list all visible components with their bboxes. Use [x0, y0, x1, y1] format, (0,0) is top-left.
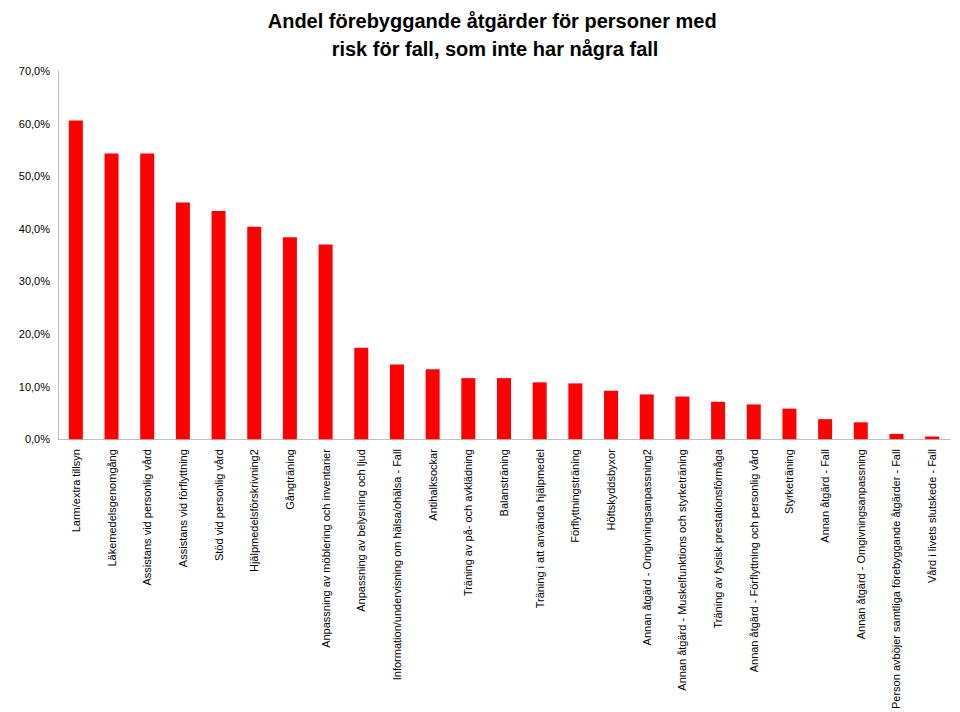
svg-text:0,0%: 0,0%	[25, 433, 50, 445]
svg-text:Träning i att använda hjälpmed: Träning i att använda hjälpmedel	[534, 449, 546, 608]
svg-text:Assistans vid förflyttning: Assistans vid förflyttning	[177, 449, 189, 567]
svg-text:Höftskyddsbyxor: Höftskyddsbyxor	[605, 449, 617, 531]
svg-text:Annan åtgärd - Fall: Annan åtgärd - Fall	[819, 449, 831, 543]
svg-text:Annan åtgärd - Muskelfunktions: Annan åtgärd - Muskelfunktions och styrk…	[676, 449, 688, 691]
svg-text:Annan åtgärd - Förflyttning oc: Annan åtgärd - Förflyttning och personli…	[748, 449, 760, 672]
svg-text:Andel förebyggande åtgärder fö: Andel förebyggande åtgärder för personer…	[268, 10, 723, 32]
svg-text:40,0%: 40,0%	[19, 223, 50, 235]
svg-text:Gångträning: Gångträning	[284, 449, 296, 510]
svg-text:Assistans vid personlig vård: Assistans vid personlig vård	[141, 449, 153, 585]
svg-text:Antihalksockar: Antihalksockar	[427, 449, 439, 521]
svg-text:Stöd vid personlig vård: Stöd vid personlig vård	[213, 449, 225, 561]
svg-text:Anpassning av möblering och in: Anpassning av möblering och inventarier	[320, 449, 332, 648]
svg-text:30,0%: 30,0%	[19, 275, 50, 287]
svg-text:Annan åtgärd - Omgivningsanpas: Annan åtgärd - Omgivningsanpassning2	[641, 449, 653, 645]
svg-text:Läkemedelsgenomgång: Läkemedelsgenomgång	[106, 449, 118, 566]
svg-text:70,0%: 70,0%	[19, 65, 50, 77]
svg-text:Förflyttningsträning: Förflyttningsträning	[569, 449, 581, 543]
svg-text:Anpassning av belysning och lj: Anpassning av belysning och ljud	[355, 449, 367, 612]
svg-text:Styrketräning: Styrketräning	[783, 449, 795, 514]
svg-text:50,0%: 50,0%	[19, 170, 50, 182]
svg-text:60,0%: 60,0%	[19, 118, 50, 130]
svg-text:Balansträning: Balansträning	[498, 449, 510, 516]
svg-text:Träning av på- och avklädning: Träning av på- och avklädning	[462, 449, 474, 596]
svg-text:20,0%: 20,0%	[19, 328, 50, 340]
svg-text:risk för fall, som inte har nå: risk för fall, som inte har några fall	[332, 38, 659, 60]
svg-text:Information/undervisning om hä: Information/undervisning om hälsa/ohälsa…	[391, 449, 403, 680]
svg-text:Träning av fysisk prestationsf: Träning av fysisk prestationsförmåga	[712, 448, 724, 628]
svg-text:Person avböjer samtliga föreby: Person avböjer samtliga förebyggande åtg…	[890, 449, 902, 709]
svg-text:10,0%: 10,0%	[19, 381, 50, 393]
svg-text:Larm/extra tillsyn: Larm/extra tillsyn	[70, 449, 82, 532]
svg-text:Annan åtgärd - Omgivningsanpas: Annan åtgärd - Omgivningsanpassning	[855, 449, 867, 639]
svg-text:Hjälpmedelsförskrivning2: Hjälpmedelsförskrivning2	[248, 449, 260, 572]
svg-text:Vård i livets slutskede - Fall: Vård i livets slutskede - Fall	[926, 449, 938, 583]
